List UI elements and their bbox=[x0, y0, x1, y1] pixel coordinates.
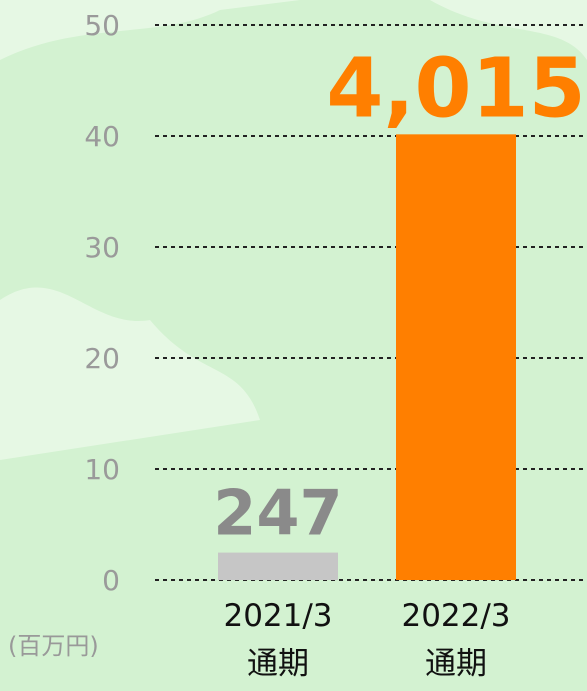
y-tick-label: 50 bbox=[84, 9, 120, 42]
map-shapes bbox=[0, 0, 587, 460]
unit-label: (百万円) bbox=[8, 632, 99, 660]
y-tick-label: 30 bbox=[84, 231, 120, 264]
value-label: 4,015 bbox=[326, 41, 585, 136]
y-tick-label: 40 bbox=[84, 120, 120, 153]
y-tick-label: 10 bbox=[84, 453, 120, 486]
value-label: 247 bbox=[213, 477, 342, 550]
bar bbox=[218, 552, 338, 580]
x-tick-label: 2022/3 通期 bbox=[401, 598, 511, 682]
x-tick-label: 2021/3 通期 bbox=[223, 598, 333, 682]
y-tick-label: 0 bbox=[102, 564, 120, 597]
bar bbox=[396, 134, 516, 580]
y-tick-label: 20 bbox=[84, 342, 120, 375]
